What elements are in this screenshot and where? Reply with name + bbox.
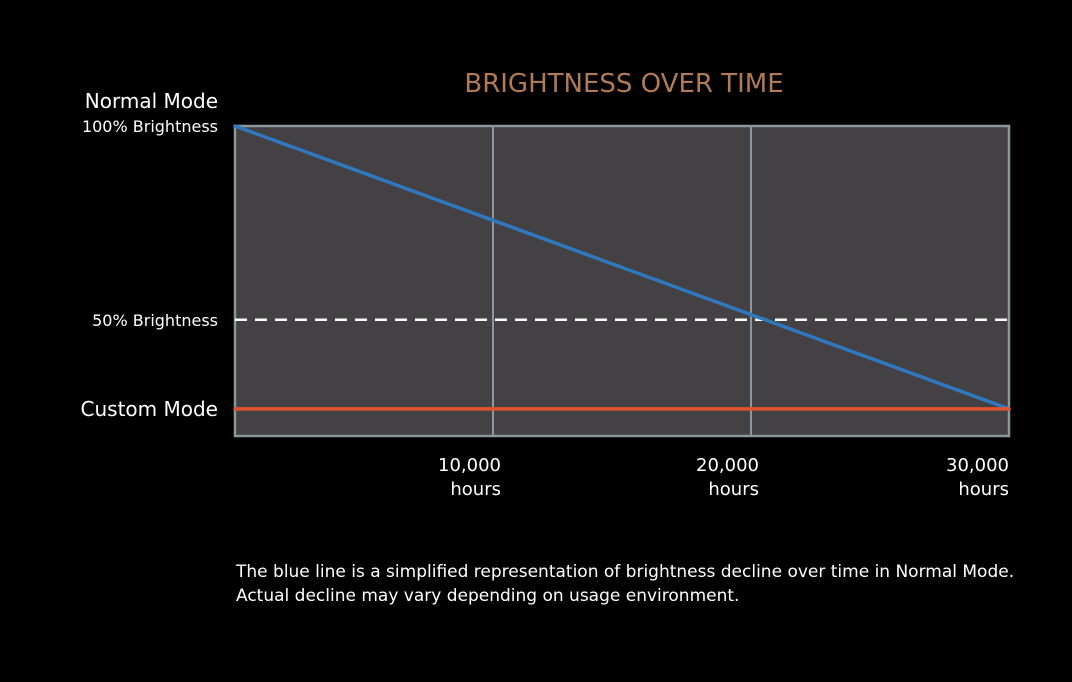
- y-label-0: 100% Brightness: [82, 117, 218, 136]
- plot-background: [235, 126, 1009, 436]
- chart-title: BRIGHTNESS OVER TIME: [464, 69, 783, 99]
- x-tick-unit-2: hours: [958, 479, 1009, 500]
- y-label-2: Custom Mode: [81, 397, 218, 421]
- series-line-normal: [233, 124, 1011, 411]
- chart-footnote: The blue line is a simplified representa…: [236, 562, 1015, 606]
- normal-mode-heading: Normal Mode: [85, 89, 218, 113]
- x-tick-unit-1: hours: [708, 479, 759, 500]
- x-tick-label-0: 10,000: [438, 455, 501, 476]
- plot-border: [233, 124, 1011, 438]
- x-tick-label-2: 30,000: [946, 455, 1009, 476]
- x-tick-unit-0: hours: [450, 479, 501, 500]
- y-label-1: 50% Brightness: [92, 311, 218, 330]
- x-tick-label-1: 20,000: [696, 455, 759, 476]
